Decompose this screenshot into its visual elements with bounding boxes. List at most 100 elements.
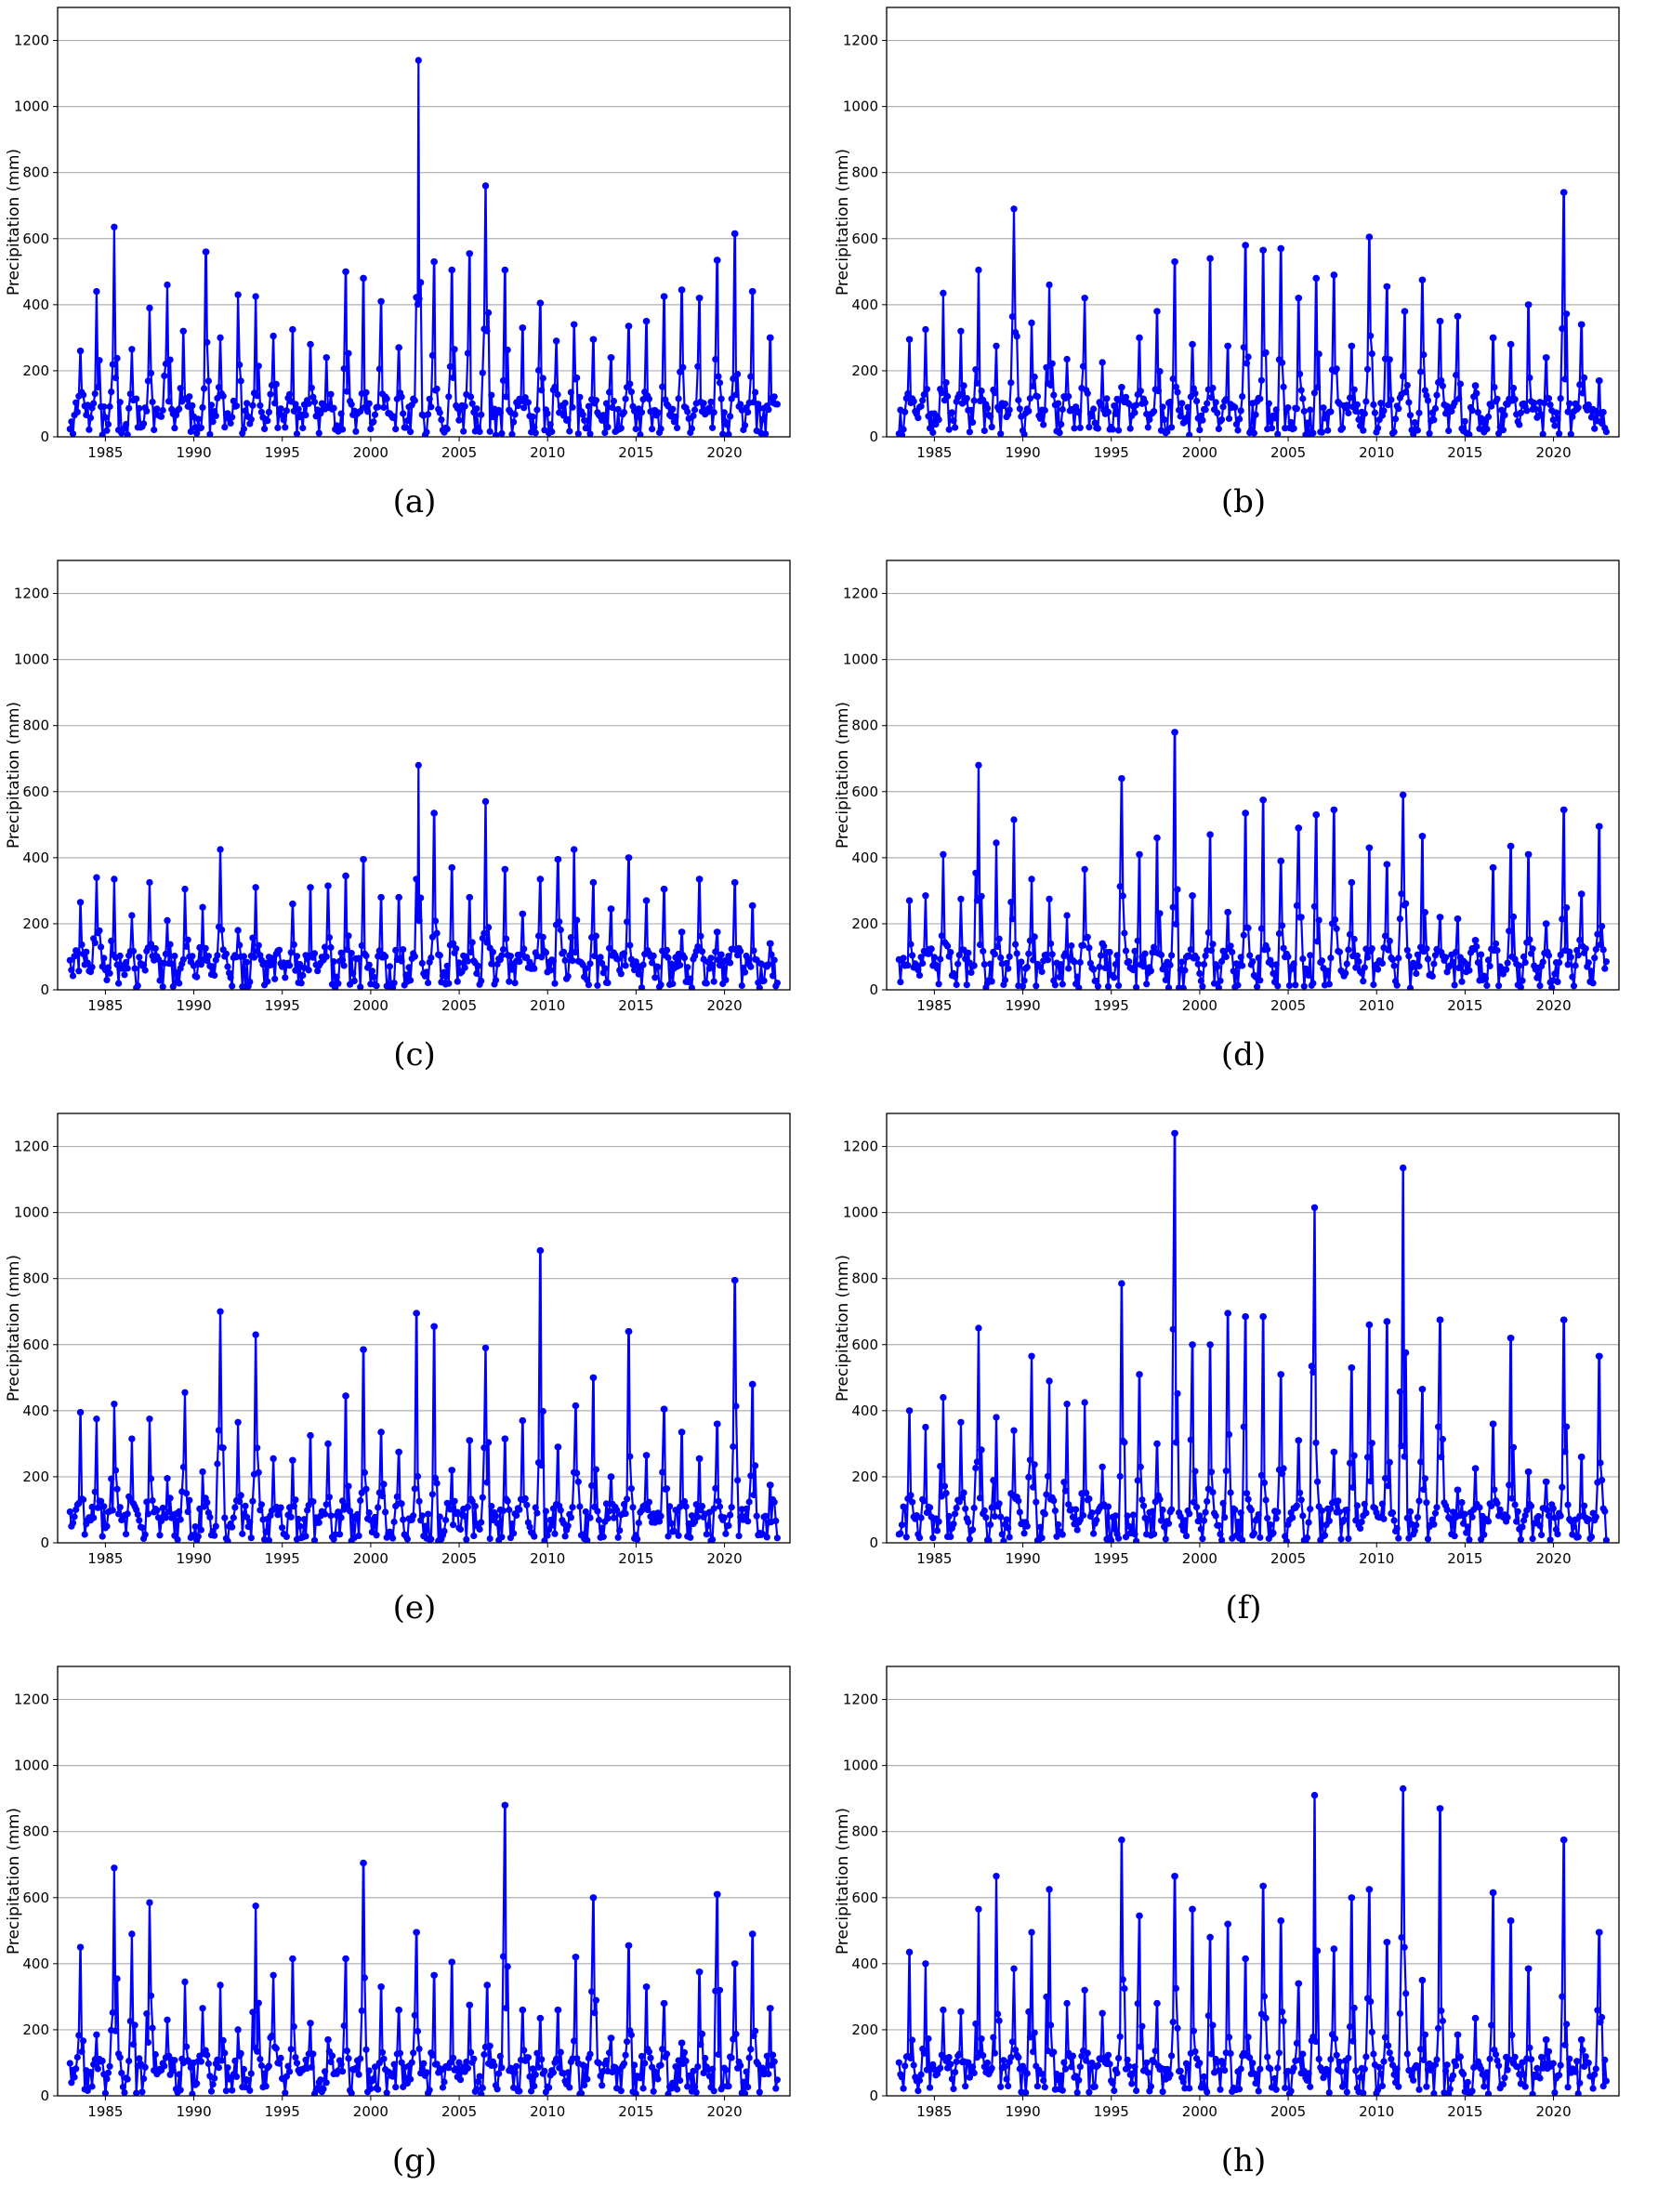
data-point — [1463, 1529, 1470, 1536]
data-point — [762, 430, 770, 437]
data-point — [257, 2061, 265, 2069]
data-point — [1526, 2044, 1533, 2051]
data-point — [75, 968, 83, 975]
plot-frame — [886, 7, 1620, 438]
data-point — [418, 959, 426, 967]
data-point — [380, 1481, 388, 1488]
data-point — [349, 969, 357, 977]
data-point — [712, 1484, 719, 1492]
data-point — [1337, 2068, 1345, 2075]
data-point — [1362, 1509, 1370, 1517]
data-point — [922, 892, 929, 900]
data-point — [1168, 1506, 1176, 1513]
data-point — [740, 2078, 747, 2086]
data-point — [537, 876, 545, 883]
data-point — [665, 1533, 672, 1540]
data-point — [1395, 1534, 1402, 1542]
series-line — [898, 1787, 1608, 2096]
data-point — [1305, 971, 1312, 979]
data-point — [585, 402, 593, 410]
data-point — [1557, 951, 1564, 958]
data-point — [1560, 1316, 1568, 1323]
data-point — [508, 1521, 516, 1528]
data-point — [915, 415, 922, 422]
data-point — [915, 1534, 924, 1542]
data-point — [116, 952, 124, 960]
data-point — [1516, 962, 1523, 969]
data-point — [947, 1533, 954, 1540]
data-point — [579, 411, 586, 418]
data-point — [760, 977, 768, 984]
data-point — [94, 384, 101, 391]
data-point — [957, 1418, 965, 1426]
data-point — [140, 420, 148, 428]
data-point — [271, 975, 279, 982]
data-point — [906, 1948, 914, 1955]
data-point — [609, 403, 616, 412]
data-point — [290, 941, 297, 948]
data-point — [1214, 963, 1221, 970]
data-point — [446, 1506, 454, 1513]
x-tick-label: 2000 — [1182, 444, 1217, 461]
data-point — [395, 1448, 402, 1455]
data-point — [567, 1514, 575, 1521]
data-point — [218, 926, 226, 933]
data-point — [1437, 318, 1444, 325]
x-tick-label: 2005 — [1270, 2103, 1306, 2120]
data-point — [571, 846, 578, 853]
data-point — [1044, 1472, 1052, 1480]
y-tick-label: 1000 — [843, 99, 878, 115]
data-point — [1194, 960, 1202, 968]
data-point — [109, 361, 116, 368]
data-point — [1414, 427, 1421, 434]
data-point — [196, 943, 204, 952]
data-point — [1582, 2053, 1589, 2061]
data-point — [1207, 2050, 1216, 2058]
y-tick-label: 1000 — [843, 1205, 878, 1221]
data-point — [649, 426, 656, 433]
data-point — [94, 1504, 101, 1511]
data-point — [622, 962, 629, 969]
data-point — [1069, 2052, 1076, 2060]
x-tick-label: 2010 — [1359, 1550, 1394, 1567]
data-point — [317, 2076, 324, 2084]
data-point — [1265, 400, 1272, 407]
data-point — [217, 1982, 224, 1989]
data-point — [669, 405, 677, 413]
data-point — [357, 2055, 364, 2062]
data-point — [1402, 388, 1410, 396]
data-point — [1388, 2061, 1397, 2069]
data-point — [1525, 850, 1533, 858]
data-point — [705, 1508, 714, 1516]
data-point — [963, 981, 970, 989]
data-point — [230, 397, 237, 404]
data-point — [620, 2060, 628, 2067]
data-point — [592, 1996, 600, 2004]
data-point — [1536, 1522, 1544, 1530]
data-point — [1520, 2071, 1528, 2078]
data-point — [1449, 2072, 1457, 2079]
data-point — [710, 2087, 717, 2095]
data-point — [953, 1504, 960, 1512]
data-point — [1182, 415, 1191, 422]
data-point — [1594, 2007, 1601, 2014]
data-point — [400, 410, 407, 417]
data-point — [1236, 2086, 1244, 2093]
data-point — [549, 957, 558, 965]
data-point — [451, 1497, 458, 1505]
data-point — [1254, 2071, 1261, 2078]
data-point — [147, 369, 155, 377]
data-point — [1267, 2065, 1274, 2073]
x-tick-label: 2020 — [1535, 1550, 1571, 1567]
data-point — [218, 2057, 226, 2064]
data-point — [342, 872, 349, 879]
data-point — [970, 962, 978, 969]
data-point — [128, 1435, 136, 1442]
y-tick-label: 400 — [851, 849, 878, 866]
data-point — [1368, 2028, 1375, 2035]
data-point — [1197, 1525, 1204, 1533]
data-point — [703, 980, 710, 987]
data-point — [1040, 2076, 1047, 2084]
data-point — [1234, 1519, 1242, 1526]
data-point — [1174, 2024, 1181, 2032]
